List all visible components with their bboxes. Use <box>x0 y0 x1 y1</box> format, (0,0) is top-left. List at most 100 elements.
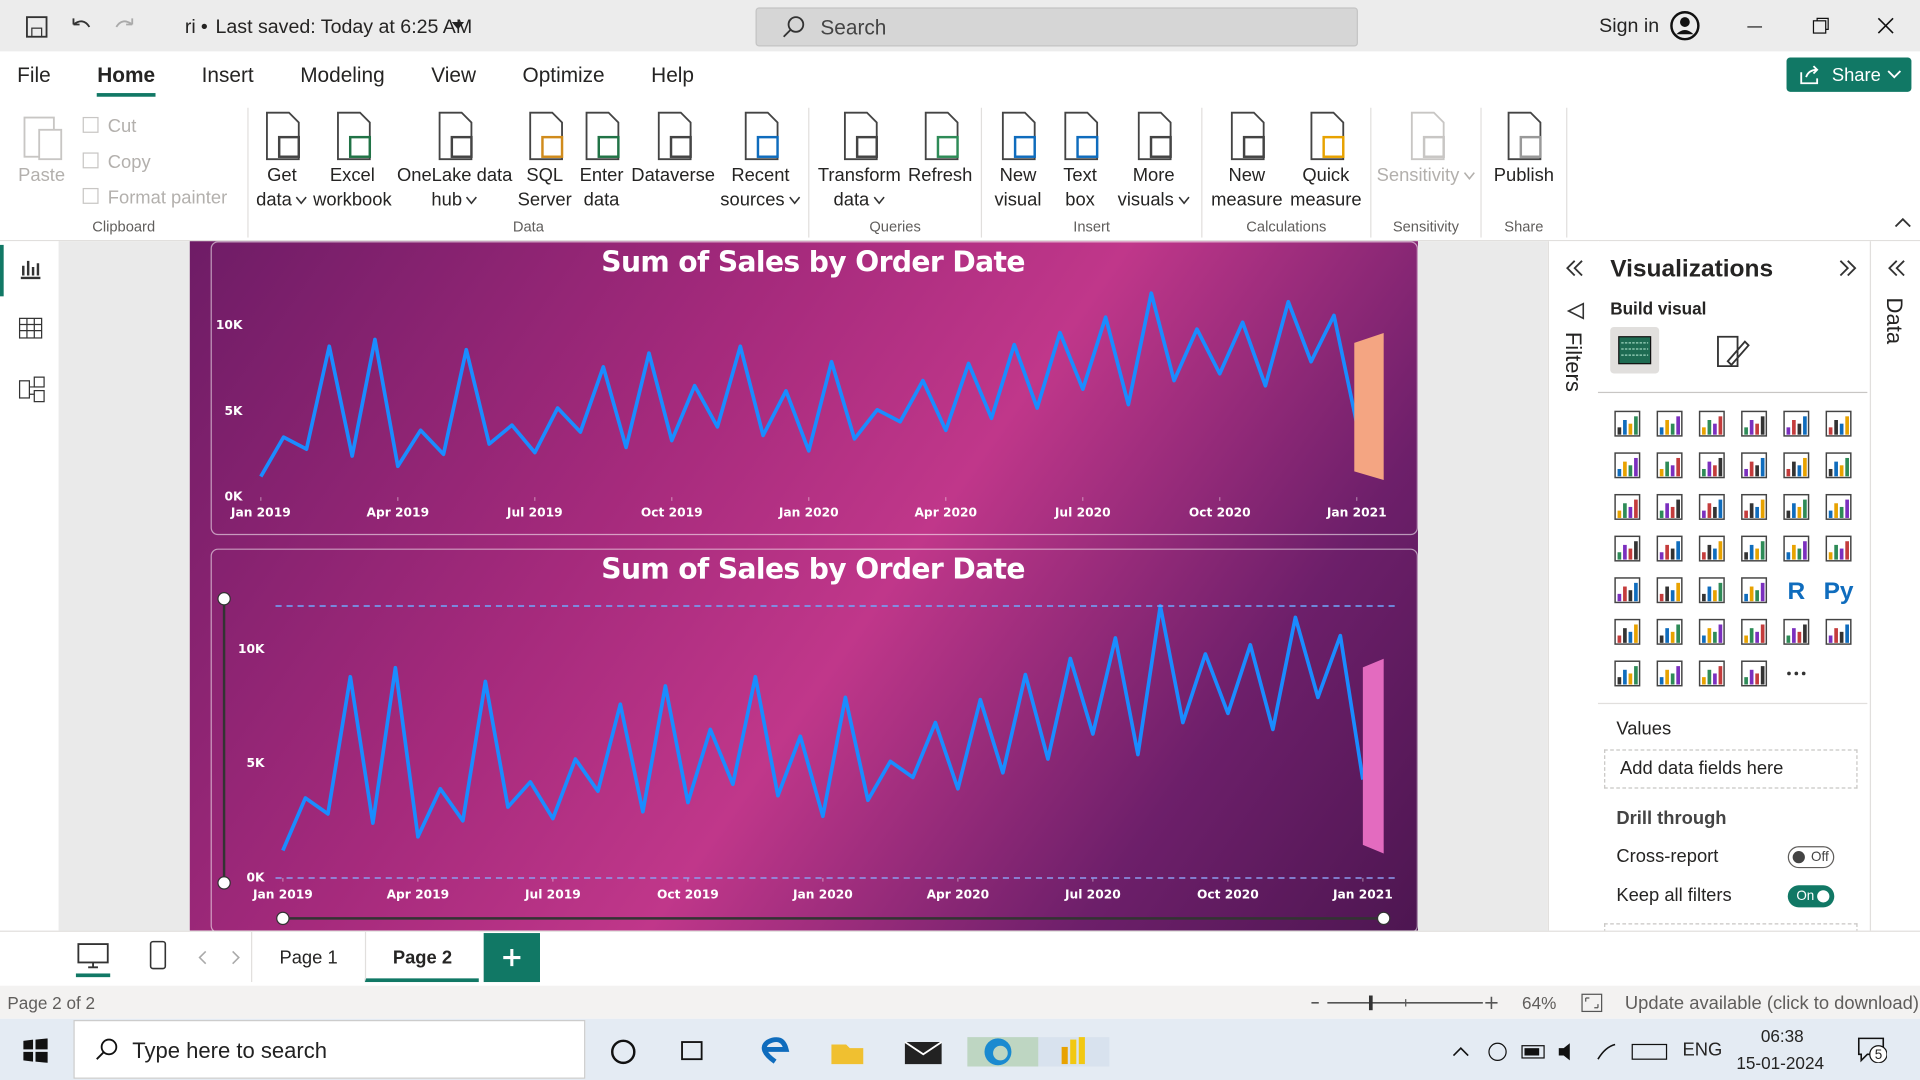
model-view-icon[interactable] <box>18 376 45 403</box>
visual-type-icon[interactable] <box>1698 535 1725 562</box>
visual-type-icon[interactable] <box>1614 660 1641 687</box>
visual-type-icon[interactable] <box>1698 660 1725 687</box>
minimize-button[interactable] <box>1746 17 1763 34</box>
restore-button[interactable] <box>1812 17 1829 34</box>
visual-type-icon[interactable] <box>1614 535 1641 562</box>
page-scroll-arrows[interactable] <box>196 950 245 965</box>
visual-type-icon[interactable] <box>1741 493 1768 520</box>
visual-type-text[interactable]: Py <box>1824 578 1854 605</box>
ribbon-button[interactable]: Recent sources <box>720 108 800 213</box>
start-button[interactable] <box>23 1038 48 1063</box>
menu-tab[interactable]: Modeling <box>300 63 385 87</box>
undo-icon[interactable] <box>69 15 93 39</box>
menu-tab[interactable]: View <box>431 63 476 87</box>
menu-tab[interactable]: File <box>17 63 51 87</box>
dropdown-icon[interactable] <box>451 21 466 31</box>
taskbar-search[interactable]: Type here to search <box>73 1019 586 1079</box>
ribbon-button[interactable]: Get data <box>256 108 308 213</box>
expand-filters-icon[interactable] <box>1564 258 1586 278</box>
sign-in[interactable]: Sign in <box>1599 15 1660 37</box>
ribbon-button[interactable]: Text box <box>1056 108 1105 213</box>
visual-type-icon[interactable] <box>1741 660 1768 687</box>
visual-type-icon[interactable] <box>1698 493 1725 520</box>
data-pane-collapsed[interactable]: Data <box>1869 241 1920 931</box>
visual-type-icon[interactable] <box>1698 452 1725 479</box>
visual-type-icon[interactable] <box>1825 452 1852 479</box>
slider-handle[interactable] <box>1376 911 1391 926</box>
ribbon-button[interactable]: Quick measure <box>1290 108 1362 213</box>
ribbon-button[interactable]: Dataverse <box>631 108 715 213</box>
menu-tab[interactable]: Help <box>651 63 694 87</box>
build-visual-tab[interactable] <box>1610 326 1660 374</box>
ribbon-button[interactable]: Enter data <box>577 108 626 213</box>
clock-date[interactable]: 15-01-2024 <box>1736 1053 1825 1073</box>
search-box[interactable]: Search <box>755 7 1358 47</box>
format-visual-tab[interactable] <box>1713 332 1752 371</box>
slider-handle[interactable] <box>217 876 231 890</box>
visual-type-icon[interactable] <box>1656 452 1683 479</box>
ribbon-button[interactable]: More visuals <box>1118 108 1190 213</box>
visual-type-icon[interactable] <box>1614 452 1641 479</box>
ribbon-button[interactable]: Transform data <box>818 108 901 213</box>
menu-tab[interactable]: Insert <box>201 63 254 87</box>
collapse-ribbon-icon[interactable] <box>1893 216 1913 231</box>
visual-type-icon[interactable] <box>1656 618 1683 645</box>
zoom-slider[interactable] <box>1308 992 1504 1014</box>
menu-tab[interactable]: Optimize <box>522 63 605 87</box>
mobile-layout-icon[interactable] <box>148 939 168 971</box>
menu-tab[interactable]: Home <box>97 64 156 97</box>
visual-type-icon[interactable] <box>1783 452 1810 479</box>
page-tab[interactable]: Page 2 <box>364 931 479 983</box>
visual-type-icon[interactable] <box>1656 493 1683 520</box>
taskbar-apps[interactable] <box>609 1037 1123 1067</box>
visual-type-icon[interactable] <box>1698 577 1725 604</box>
table-view-icon[interactable] <box>18 316 43 340</box>
visual-type-icon[interactable] <box>1825 493 1852 520</box>
update-notice[interactable]: Update available (click to download) <box>1624 993 1919 1014</box>
notification-icon[interactable] <box>1857 1036 1887 1063</box>
values-well[interactable]: Add data fields here <box>1604 749 1858 789</box>
clipboard-item[interactable]: Cut <box>81 115 136 137</box>
saved-status[interactable]: Last saved: Today at 6:25 AM <box>215 17 473 38</box>
collapse-viz-icon[interactable] <box>1837 258 1859 278</box>
account-icon[interactable] <box>1669 10 1701 42</box>
visual-type-icon[interactable] <box>1783 618 1810 645</box>
share-button[interactable]: Share <box>1786 57 1912 92</box>
system-tray[interactable] <box>1451 1040 1671 1064</box>
desktop-layout-icon[interactable] <box>76 942 110 969</box>
paste-button[interactable]: Paste <box>17 110 66 188</box>
keep-filters-toggle[interactable]: On <box>1787 885 1835 908</box>
visual-type-icon[interactable] <box>1614 410 1641 437</box>
visual-type-icon[interactable] <box>1656 535 1683 562</box>
cross-report-toggle[interactable]: Off <box>1787 846 1835 869</box>
visual-type-icon[interactable] <box>1741 577 1768 604</box>
ribbon-button[interactable]: Refresh <box>908 108 972 213</box>
visual-type-icon[interactable] <box>1741 618 1768 645</box>
visual-type-icon[interactable] <box>1825 618 1852 645</box>
visual-type-icon[interactable] <box>1741 535 1768 562</box>
ribbon-button[interactable]: New visual <box>993 108 1042 213</box>
visual-type-icon[interactable] <box>1825 410 1852 437</box>
clipboard-item[interactable]: Copy <box>81 151 151 173</box>
ribbon-button[interactable]: New measure <box>1211 108 1283 213</box>
visual-type-icon[interactable] <box>1825 535 1852 562</box>
page-tab[interactable]: Page 1 <box>251 931 365 983</box>
slider-handle[interactable] <box>217 592 231 606</box>
ribbon-button[interactable]: Publish <box>1494 108 1554 189</box>
report-view-icon[interactable] <box>18 256 42 280</box>
visual-type-icon[interactable] <box>1656 577 1683 604</box>
slider-handle[interactable] <box>276 911 290 926</box>
visual-type-icon[interactable] <box>1741 410 1768 437</box>
clipboard-item[interactable]: Format painter <box>81 186 227 208</box>
visual-type-icon[interactable] <box>1614 618 1641 645</box>
expand-data-icon[interactable] <box>1886 258 1908 278</box>
add-page-button[interactable] <box>483 933 540 983</box>
chart-card[interactable] <box>210 241 1418 536</box>
clock-time[interactable]: 06:38 <box>1760 1026 1804 1046</box>
visual-type-icon[interactable] <box>1656 660 1683 687</box>
visual-type-text[interactable]: R <box>1787 578 1805 605</box>
visual-type-icon[interactable] <box>1656 410 1683 437</box>
ribbon-button[interactable]: Sensitivity <box>1377 108 1476 189</box>
close-button[interactable] <box>1877 17 1894 34</box>
language[interactable]: ENG <box>1682 1039 1723 1061</box>
